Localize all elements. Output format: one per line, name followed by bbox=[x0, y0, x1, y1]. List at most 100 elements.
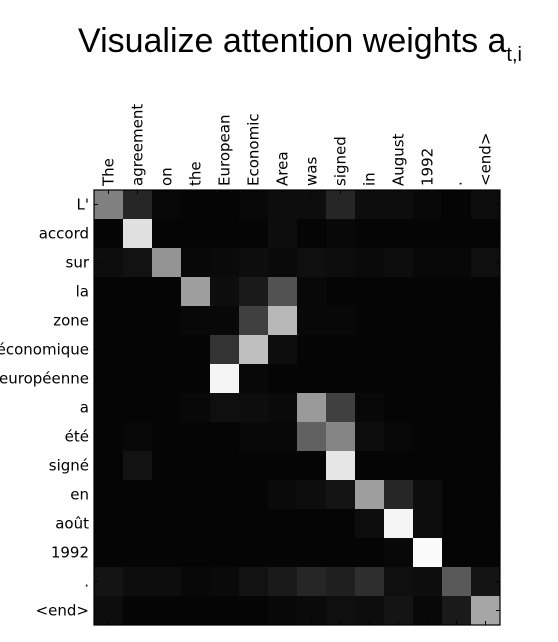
cell-r14-c4 bbox=[210, 596, 240, 626]
cell-r2-c11 bbox=[413, 248, 443, 278]
cell-r7-c1 bbox=[123, 393, 153, 423]
cell-r2-c2 bbox=[152, 248, 182, 278]
cell-r1-c0 bbox=[94, 219, 124, 249]
cell-r2-c12 bbox=[442, 248, 472, 278]
cell-r5-c11 bbox=[413, 335, 443, 365]
cell-r9-c10 bbox=[384, 451, 414, 481]
cell-r13-c10 bbox=[384, 567, 414, 597]
cell-r2-c5 bbox=[239, 248, 269, 278]
cell-r6-c3 bbox=[181, 364, 211, 394]
cell-r6-c1 bbox=[123, 364, 153, 394]
cell-r0-c13 bbox=[471, 190, 501, 220]
cell-r10-c7 bbox=[297, 480, 327, 510]
cell-r13-c11 bbox=[413, 567, 443, 597]
cell-r11-c10 bbox=[384, 509, 414, 539]
cell-r14-c2 bbox=[152, 596, 182, 626]
y-tick-label-11-ao-t: août bbox=[55, 515, 89, 533]
cell-r3-c11 bbox=[413, 277, 443, 307]
cell-r0-c0 bbox=[94, 190, 124, 220]
x-tick-label-2-on: on bbox=[158, 167, 176, 186]
cell-r4-c4 bbox=[210, 306, 240, 336]
y-tick-label-10-en: en bbox=[70, 486, 89, 504]
cell-r4-c13 bbox=[471, 306, 501, 336]
y-tick-label-12-1992: 1992 bbox=[51, 544, 89, 562]
cell-r6-c12 bbox=[442, 364, 472, 394]
x-tick-label-6-area: Area bbox=[274, 151, 292, 186]
cell-r13-c1 bbox=[123, 567, 153, 597]
cell-r9-c1 bbox=[123, 451, 153, 481]
cell-r12-c6 bbox=[268, 538, 298, 568]
x-tick-label-7-was: was bbox=[303, 157, 321, 186]
cell-r6-c7 bbox=[297, 364, 327, 394]
cell-r1-c12 bbox=[442, 219, 472, 249]
cell-r3-c10 bbox=[384, 277, 414, 307]
cell-r0-c4 bbox=[210, 190, 240, 220]
cell-r4-c3 bbox=[181, 306, 211, 336]
cell-r4-c2 bbox=[152, 306, 182, 336]
cell-r8-c7 bbox=[297, 422, 327, 452]
cell-r9-c12 bbox=[442, 451, 472, 481]
cell-r7-c9 bbox=[355, 393, 385, 423]
x-tick-label-13-end: <end> bbox=[477, 133, 495, 186]
y-tick-label-13-sym: . bbox=[84, 573, 89, 591]
cell-r1-c11 bbox=[413, 219, 443, 249]
cell-r12-c5 bbox=[239, 538, 269, 568]
cell-r7-c7 bbox=[297, 393, 327, 423]
cell-r14-c5 bbox=[239, 596, 269, 626]
cell-r0-c11 bbox=[413, 190, 443, 220]
cell-r12-c2 bbox=[152, 538, 182, 568]
cell-r5-c1 bbox=[123, 335, 153, 365]
cell-r13-c8 bbox=[326, 567, 356, 597]
cell-r13-c0 bbox=[94, 567, 124, 597]
cell-r5-c12 bbox=[442, 335, 472, 365]
cell-r8-c13 bbox=[471, 422, 501, 452]
cell-r8-c11 bbox=[413, 422, 443, 452]
cell-r10-c4 bbox=[210, 480, 240, 510]
cell-r8-c10 bbox=[384, 422, 414, 452]
cell-r11-c12 bbox=[442, 509, 472, 539]
cell-r14-c1 bbox=[123, 596, 153, 626]
cell-r12-c9 bbox=[355, 538, 385, 568]
cell-r13-c9 bbox=[355, 567, 385, 597]
cell-r8-c0 bbox=[94, 422, 124, 452]
cell-r7-c8 bbox=[326, 393, 356, 423]
cell-r6-c0 bbox=[94, 364, 124, 394]
cell-r3-c13 bbox=[471, 277, 501, 307]
cell-r8-c6 bbox=[268, 422, 298, 452]
cell-r11-c1 bbox=[123, 509, 153, 539]
y-tick-label-14-end: <end> bbox=[36, 602, 89, 620]
cell-r5-c10 bbox=[384, 335, 414, 365]
cell-r0-c7 bbox=[297, 190, 327, 220]
cell-r1-c3 bbox=[181, 219, 211, 249]
x-tick-label-3-the: the bbox=[187, 161, 205, 186]
cell-r6-c5 bbox=[239, 364, 269, 394]
cell-r3-c12 bbox=[442, 277, 472, 307]
cell-r2-c8 bbox=[326, 248, 356, 278]
cell-r8-c3 bbox=[181, 422, 211, 452]
cell-r5-c9 bbox=[355, 335, 385, 365]
cell-r7-c11 bbox=[413, 393, 443, 423]
cell-r9-c11 bbox=[413, 451, 443, 481]
cell-r4-c11 bbox=[413, 306, 443, 336]
y-tick-label-6-europ-enne: européenne bbox=[0, 370, 89, 388]
cell-r10-c13 bbox=[471, 480, 501, 510]
cell-r3-c4 bbox=[210, 277, 240, 307]
cell-r7-c4 bbox=[210, 393, 240, 423]
cell-r14-c13 bbox=[471, 596, 501, 626]
cell-r8-c1 bbox=[123, 422, 153, 452]
cell-r2-c10 bbox=[384, 248, 414, 278]
cell-r8-c5 bbox=[239, 422, 269, 452]
x-tick-label-10-august: August bbox=[390, 133, 408, 186]
cell-r2-c6 bbox=[268, 248, 298, 278]
cell-r0-c3 bbox=[181, 190, 211, 220]
cell-r11-c9 bbox=[355, 509, 385, 539]
cell-r12-c11 bbox=[413, 538, 443, 568]
x-tick-label-5-economic: Economic bbox=[245, 113, 263, 186]
x-tick-label-8-signed: signed bbox=[332, 136, 350, 186]
cell-r3-c3 bbox=[181, 277, 211, 307]
cell-r0-c1 bbox=[123, 190, 153, 220]
cell-r13-c5 bbox=[239, 567, 269, 597]
chart-title-subscript: t,i bbox=[506, 44, 522, 66]
cell-r5-c7 bbox=[297, 335, 327, 365]
